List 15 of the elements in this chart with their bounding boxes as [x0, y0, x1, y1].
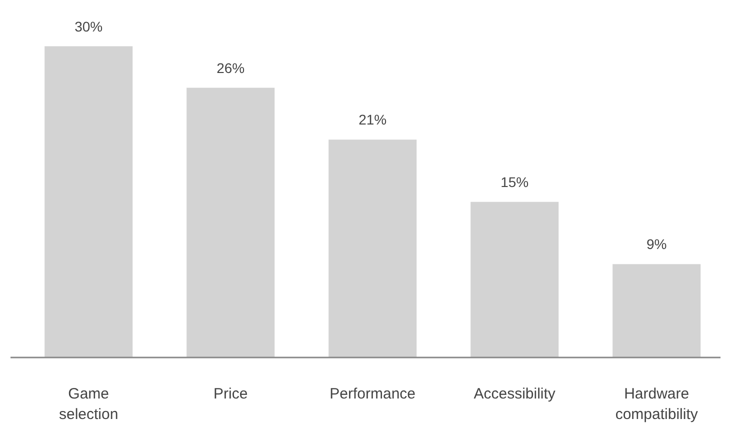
bar [44, 46, 133, 358]
x-tick-label: Price [214, 386, 248, 402]
data-label: 26% [216, 60, 245, 76]
bar [612, 264, 701, 358]
x-tick-label: Game selection [59, 386, 118, 423]
x-tick-label: Hardware compatibility [615, 386, 698, 423]
bar [470, 202, 559, 358]
bar [328, 140, 417, 358]
bar [186, 88, 275, 358]
data-label: 30% [74, 18, 103, 34]
x-tick-label: Accessibility [474, 386, 556, 402]
data-label: 15% [500, 174, 529, 190]
x-tick-label: Performance [330, 386, 416, 402]
data-label: 9% [646, 236, 667, 252]
data-label: 21% [358, 112, 387, 128]
